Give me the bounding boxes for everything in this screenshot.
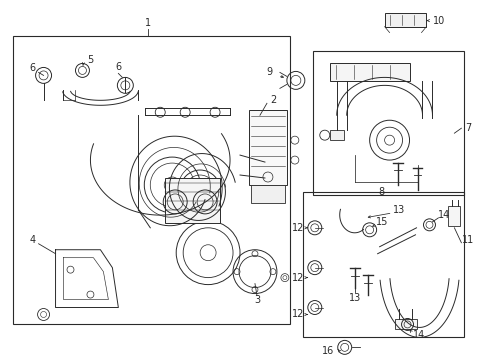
Bar xyxy=(251,185,285,203)
Bar xyxy=(303,192,465,337)
Bar xyxy=(330,63,410,81)
Text: 11: 11 xyxy=(462,235,474,245)
Text: 1: 1 xyxy=(145,18,151,28)
Text: 10: 10 xyxy=(433,15,445,26)
Text: 9: 9 xyxy=(267,67,273,77)
Bar xyxy=(448,206,461,226)
Text: 7: 7 xyxy=(465,123,471,133)
Text: 4: 4 xyxy=(29,235,36,245)
Text: 12: 12 xyxy=(292,223,304,233)
Bar xyxy=(330,130,343,140)
Bar xyxy=(394,319,416,329)
Text: 13: 13 xyxy=(348,293,361,302)
Text: 2: 2 xyxy=(270,95,276,105)
Text: 8: 8 xyxy=(379,187,385,197)
Text: 6: 6 xyxy=(115,62,122,72)
Text: 12: 12 xyxy=(292,273,304,283)
Bar xyxy=(13,36,290,324)
Text: 5: 5 xyxy=(87,55,94,66)
Text: 12: 12 xyxy=(292,310,304,319)
Bar xyxy=(385,13,426,27)
Bar xyxy=(249,110,287,185)
Text: 14: 14 xyxy=(439,210,451,220)
Bar xyxy=(165,178,220,223)
Text: 13: 13 xyxy=(393,205,406,215)
Text: 14: 14 xyxy=(414,330,426,341)
Text: 6: 6 xyxy=(29,63,36,73)
Text: 16: 16 xyxy=(321,346,334,356)
Text: 3: 3 xyxy=(254,294,260,305)
Text: 15: 15 xyxy=(376,217,389,227)
Bar xyxy=(313,50,465,195)
